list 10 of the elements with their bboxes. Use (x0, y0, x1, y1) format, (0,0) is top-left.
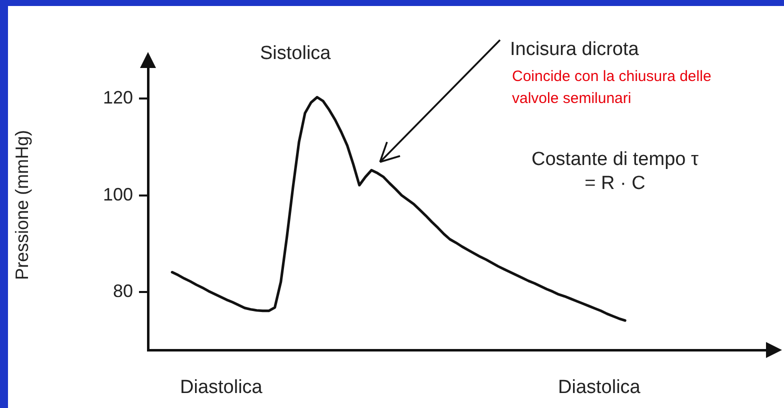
y-tick-label: 120 (102, 88, 133, 108)
annotation: Incisura dicrota (510, 38, 640, 62)
text: Diastolica (558, 376, 642, 400)
annotation: Sistolica (260, 42, 332, 66)
annotation: Coincide con la chiusura delle valvole semilunari (512, 67, 712, 109)
y-tick-label: 80 (112, 280, 133, 301)
y-axis-title: Pressione (mmHg) (12, 130, 32, 280)
y-tick-label: 100 (102, 184, 133, 204)
text: Diastolica (180, 376, 264, 400)
annotation: Costante di tempo τ = R · C (530, 148, 700, 196)
